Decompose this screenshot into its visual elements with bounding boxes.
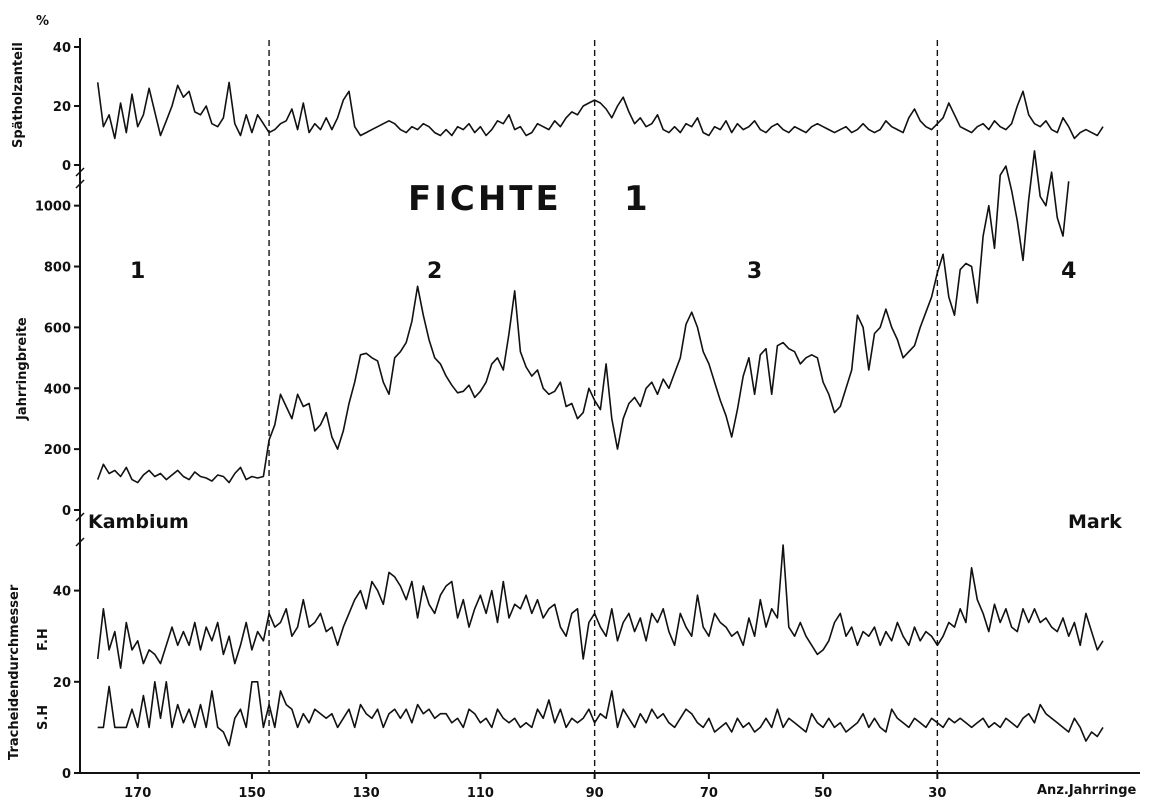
y-tick-label-spaetholz-0: 0 — [62, 159, 71, 174]
chart-title-number: 1 — [624, 179, 651, 219]
y-tick-label-spaetholz-1: 20 — [53, 100, 71, 115]
x-axis-label: Anz.Jahrringe — [1037, 783, 1137, 798]
y-tick-label-spaetholz-2: 40 — [53, 41, 71, 56]
segment-label-1: 2 — [427, 259, 442, 284]
x-tick-label-0: 170 — [124, 786, 151, 801]
x-tick-label-7: 30 — [928, 786, 946, 801]
y-axis-label-bottom: Tracheidendurchmesser — [7, 584, 22, 760]
series-line-jahrringbreite-0 — [96, 150, 1070, 484]
y-tick-label-jahrringbreite-5: 1000 — [35, 200, 71, 215]
segment-label-0: 1 — [130, 259, 145, 284]
x-tick-label-5: 70 — [700, 786, 718, 801]
x-tick-label-1: 150 — [238, 786, 265, 801]
y-tick-label-tracheiden-2: 40 — [53, 585, 71, 600]
y-tick-label-jahrringbreite-1: 200 — [44, 443, 71, 458]
chart-title: FICHTE — [408, 179, 562, 219]
y-tick-label-jahrringbreite-2: 400 — [44, 382, 71, 397]
series-line-tracheiden-1 — [97, 681, 1104, 747]
axis-break-mark-0 — [75, 167, 85, 189]
series-line-spaetholz-0 — [96, 81, 1104, 140]
y-tick-label-tracheiden-1: 20 — [53, 676, 71, 691]
y-tick-label-jahrringbreite-4: 800 — [44, 261, 71, 276]
y-unit-top: % — [36, 14, 49, 29]
y-tick-label-tracheiden-0: 0 — [62, 767, 71, 782]
y-tick-label-jahrringbreite-0: 0 — [62, 504, 71, 519]
right-end-label: Mark — [1068, 511, 1122, 533]
segment-label-2: 3 — [747, 259, 762, 284]
segment-label-3: 4 — [1061, 259, 1076, 284]
x-tick-label-6: 50 — [814, 786, 832, 801]
series-label-sh: S.H — [36, 705, 51, 730]
y-tick-label-jahrringbreite-3: 600 — [44, 321, 71, 336]
series-label-fh: F.H — [36, 628, 51, 651]
series-layer — [96, 81, 1104, 747]
left-end-label: Kambium — [88, 511, 189, 533]
series-line-tracheiden-0 — [96, 544, 1104, 669]
x-tick-label-4: 90 — [586, 786, 604, 801]
x-tick-label-3: 110 — [467, 786, 494, 801]
label-layer: FICHTE 1 Kambium Mark Anz.Jahrringe Spät… — [7, 14, 1137, 801]
x-tick-label-2: 130 — [353, 786, 380, 801]
y-axis-label-middle: Jahrringbreite — [15, 317, 30, 421]
axis-break-mark-1 — [75, 512, 85, 547]
axes-layer — [74, 38, 1140, 779]
y-axis-label-top: Spätholzanteil — [11, 42, 26, 148]
